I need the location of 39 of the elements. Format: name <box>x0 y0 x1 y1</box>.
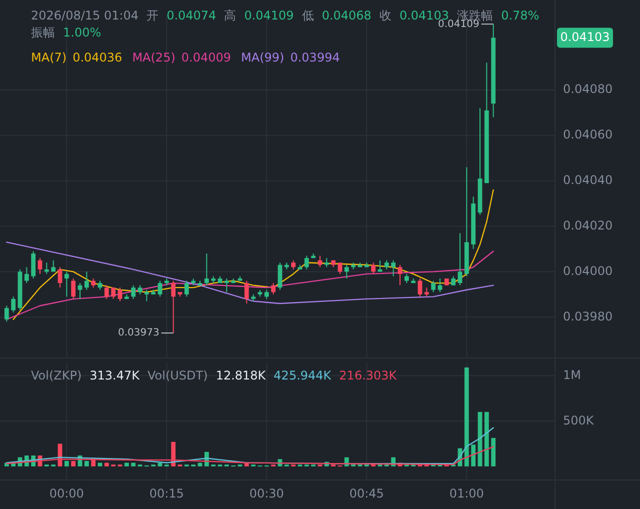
y-tick-label: 1M <box>563 368 581 382</box>
y-tick-label: 0.04040 <box>563 173 613 188</box>
annotation: 216.303K <box>339 368 398 382</box>
annotation: 高 <box>224 8 236 22</box>
annotation: Vol(USDT) <box>148 368 208 382</box>
annotation: 1.00% <box>63 25 102 40</box>
y-tick-label: 0.03980 <box>563 309 613 324</box>
x-tick-label: 00:15 <box>149 486 184 500</box>
annotation: 收 <box>379 8 392 22</box>
annotation: 0.78% <box>501 8 540 22</box>
annotation: 2026/08/15 01:04 <box>31 8 139 22</box>
annotation: Vol(ZKP) <box>31 368 82 382</box>
annotation: 0.04009 <box>181 50 232 64</box>
y-tick-label: 0.04020 <box>563 218 613 233</box>
annotation: 313.47K <box>90 368 141 382</box>
annotation: 开 <box>146 8 159 22</box>
annotation: 12.818K <box>216 368 267 382</box>
annotation: 425.944K <box>274 368 332 382</box>
x-tick-label: 00:45 <box>349 486 384 500</box>
annotation: 0.03994 <box>290 50 340 64</box>
annotation: 0.04036 <box>72 50 122 64</box>
annotation: 0.04103 <box>560 30 610 44</box>
y-tick-label: 0.04080 <box>563 82 613 96</box>
annotation: 涨跌幅 <box>457 8 494 22</box>
text: MA(7) <box>31 50 67 64</box>
annotation: 0.04109 <box>244 8 294 22</box>
text: MA(99) <box>241 50 284 64</box>
y-tick-label: 0.04000 <box>563 264 613 278</box>
x-tick-label: 00:30 <box>249 486 284 500</box>
y-tick-label: 0.04060 <box>563 128 613 142</box>
annotation: 低 <box>302 8 314 22</box>
x-tick-label: 01:00 <box>449 486 484 500</box>
x-tick-label: 00:00 <box>49 486 84 500</box>
text: MA(25) <box>132 50 176 64</box>
y-tick-label: 500K <box>563 413 595 428</box>
annotation: 0.03973 <box>118 328 160 339</box>
annotation: 0.04074 <box>166 8 216 22</box>
annotation: 0.04068 <box>322 8 372 22</box>
annotation: 振幅 <box>31 25 55 40</box>
